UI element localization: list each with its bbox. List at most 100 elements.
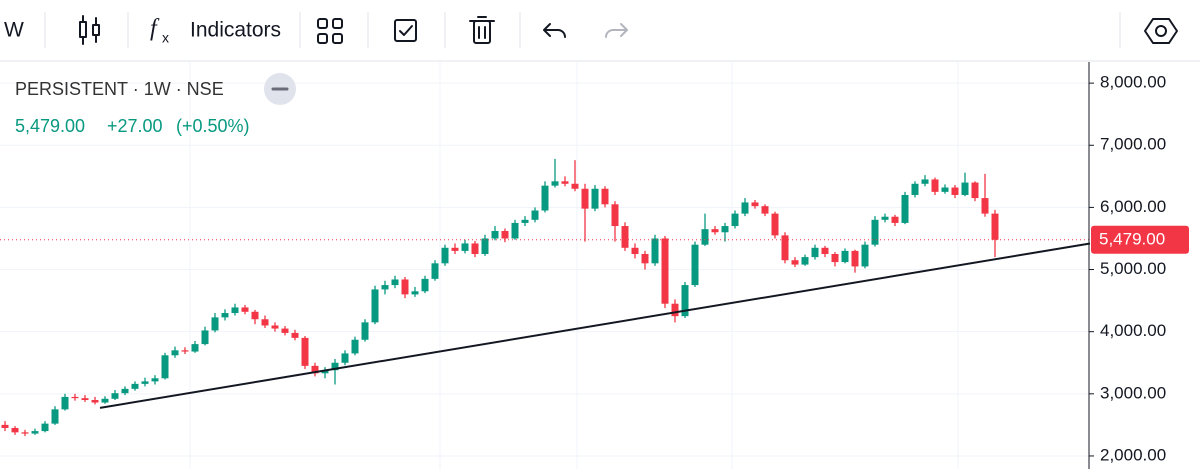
candle-body xyxy=(831,254,839,263)
quote-change: +27.00 xyxy=(107,116,163,136)
candle-body xyxy=(361,322,369,340)
candle-body xyxy=(581,188,589,209)
candle-body xyxy=(351,339,359,354)
candle-body xyxy=(611,204,619,227)
candle-body xyxy=(221,313,229,318)
symbol-title[interactable]: PERSISTENT · 1W · NSE xyxy=(15,79,224,99)
candle-body xyxy=(531,210,539,220)
indicators-label: Indicators xyxy=(190,19,281,42)
indicators-button[interactable]: f x Indicators xyxy=(150,16,281,46)
candle-body xyxy=(681,285,689,317)
candle-body xyxy=(101,398,109,403)
candle-body xyxy=(771,213,779,236)
candle-body xyxy=(401,279,409,295)
plot-area xyxy=(0,158,1091,437)
interval-button[interactable]: W xyxy=(4,19,24,42)
candle-body xyxy=(291,332,299,338)
candle-body xyxy=(421,278,429,292)
last-price-label: 5,479.00 xyxy=(1099,229,1165,248)
candle-body xyxy=(251,311,259,320)
layout-button[interactable] xyxy=(317,18,343,44)
candle-body xyxy=(731,213,739,227)
candle-body xyxy=(281,328,289,333)
candle-body xyxy=(121,388,129,394)
candle-body xyxy=(521,219,529,223)
candle-body xyxy=(911,183,919,195)
candle-body xyxy=(971,182,979,199)
redo-button[interactable] xyxy=(605,23,628,38)
candle-body xyxy=(141,381,149,384)
candle-body xyxy=(411,291,419,295)
candle-body xyxy=(821,247,829,255)
candle-body xyxy=(481,238,489,255)
candle-body xyxy=(391,279,399,286)
candle-body xyxy=(21,432,29,434)
candle-body xyxy=(331,362,339,371)
candle-body xyxy=(791,260,799,265)
candle-body xyxy=(571,183,579,189)
candle-body xyxy=(991,213,999,240)
time-grid xyxy=(189,62,959,469)
candle-body xyxy=(191,344,199,352)
candle-body xyxy=(901,194,909,223)
delete-button[interactable] xyxy=(469,16,495,44)
candle-body xyxy=(601,188,609,205)
candle-body xyxy=(461,243,469,251)
candle-body xyxy=(451,247,459,251)
candle-body xyxy=(511,222,519,239)
candle-body xyxy=(671,303,679,317)
candle-body xyxy=(841,250,849,263)
candle-body xyxy=(961,182,969,195)
candle-body xyxy=(61,396,69,410)
candle-body xyxy=(751,202,759,207)
candle-body xyxy=(471,243,479,255)
candle-body xyxy=(761,206,769,214)
candle-body xyxy=(501,231,509,239)
candle-body xyxy=(311,365,319,374)
candle-body xyxy=(741,202,749,214)
candle-body xyxy=(661,238,669,304)
candle-body xyxy=(31,431,39,434)
fx-icon: f xyxy=(150,16,160,42)
candle-body xyxy=(851,250,859,267)
candle-body xyxy=(111,393,119,399)
candle-body xyxy=(591,188,599,209)
candle-body xyxy=(151,378,159,382)
candle-body xyxy=(701,229,709,245)
candle-body xyxy=(171,350,179,356)
candle-body xyxy=(541,185,549,211)
quote-change-pct: (+0.50%) xyxy=(176,116,250,136)
y-tick-label: 5,000.00 xyxy=(1100,259,1166,278)
candle-body xyxy=(651,238,659,264)
candle-body xyxy=(51,409,59,424)
candle-body xyxy=(371,289,379,323)
chart-type-button[interactable] xyxy=(79,15,100,45)
undo-button[interactable] xyxy=(543,23,566,38)
collapse-legend-button[interactable] xyxy=(264,73,296,105)
candle-body xyxy=(921,179,929,184)
candle-body xyxy=(321,370,329,374)
candle-body xyxy=(551,181,559,186)
candle-body xyxy=(891,216,899,223)
candle-body xyxy=(1,424,9,428)
candle-body xyxy=(811,247,819,258)
candle-body xyxy=(951,187,959,195)
y-tick-label: 8,000.00 xyxy=(1100,73,1166,92)
candle-body xyxy=(181,350,189,352)
candle-body xyxy=(431,263,439,279)
candle-body xyxy=(81,398,89,401)
settings-button[interactable] xyxy=(1144,18,1178,44)
watchlist-button[interactable] xyxy=(394,19,417,42)
candle-body xyxy=(201,330,209,345)
candle-body xyxy=(161,355,169,379)
y-tick-label: 3,000.00 xyxy=(1100,383,1166,402)
candle-body xyxy=(211,317,219,331)
candle-body xyxy=(711,229,719,233)
toolbar: W f x Indicators xyxy=(4,12,1178,48)
candle-body xyxy=(881,216,889,220)
candle-body xyxy=(441,247,449,264)
candle-body xyxy=(91,400,99,403)
candle-body xyxy=(721,226,729,233)
